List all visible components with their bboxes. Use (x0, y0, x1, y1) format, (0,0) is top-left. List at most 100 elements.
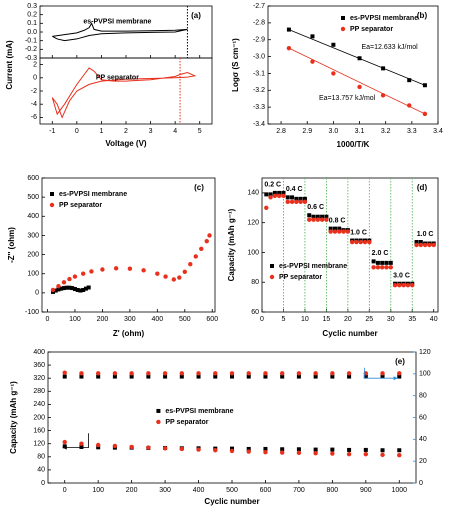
y-tick-label: -4 (31, 101, 37, 108)
marker (89, 269, 94, 274)
x-tick-label: 0 (75, 128, 79, 135)
marker (296, 374, 301, 379)
marker (418, 242, 424, 248)
y-tick-label: 60 (419, 414, 427, 421)
legend-marker (49, 202, 55, 208)
marker (163, 274, 168, 279)
y-tick-label: 240 (33, 401, 45, 408)
marker (246, 374, 251, 379)
x-tick-label: 3.4 (433, 128, 443, 135)
marker (313, 374, 318, 379)
marker (315, 214, 320, 219)
y-tick-label: 60 (251, 309, 259, 316)
marker (213, 374, 218, 379)
x-tick-label: 300 (124, 316, 136, 323)
marker (294, 196, 299, 201)
marker (349, 239, 355, 245)
marker (313, 447, 318, 452)
marker (279, 450, 285, 455)
marker (83, 286, 88, 291)
marker (268, 192, 273, 197)
x-tick-label: 40 (430, 316, 438, 323)
rate-label: 0.4 C (286, 186, 303, 193)
marker (62, 374, 67, 379)
rate-label: 1.0 C (350, 229, 367, 236)
x-tick-label: 3.3 (407, 128, 417, 135)
marker (375, 265, 381, 270)
x-tick-label: 1000 (391, 487, 407, 494)
rate-label: 0.2 C (264, 182, 281, 189)
marker (331, 71, 336, 76)
y-tick-label: -2 (31, 88, 37, 95)
x-tick-label: 5 (282, 316, 286, 323)
legend-marker (156, 408, 161, 413)
y-tick-label: -0.1 (25, 38, 37, 45)
y-tick-label: -3.0 (253, 53, 265, 60)
y-tick-label: 0 (419, 480, 423, 487)
marker (380, 93, 386, 98)
marker (397, 374, 402, 379)
y-tick-label: 80 (37, 454, 45, 461)
marker (179, 446, 185, 452)
marker (296, 447, 301, 452)
marker (263, 446, 268, 451)
marker (427, 242, 432, 248)
legend-label: PP separator (350, 26, 393, 33)
legend-label: PP separator (165, 419, 208, 426)
legend-label: es-PVPSI membrane (350, 15, 418, 22)
y-tick-label: -3.4 (253, 121, 265, 128)
marker (302, 199, 308, 205)
marker (431, 242, 436, 248)
y-tick-label: 100 (247, 249, 259, 256)
legend-marker (270, 264, 274, 268)
marker (289, 199, 295, 205)
marker (345, 229, 351, 234)
panel-label: (a) (191, 11, 201, 20)
marker (246, 371, 251, 376)
marker (171, 277, 177, 282)
marker (229, 371, 235, 376)
marker (79, 444, 84, 449)
rate-label: 1.0 C (417, 231, 434, 238)
x-tick-label: 0 (260, 316, 264, 323)
marker (307, 217, 312, 222)
y-tick-label: -2.9 (253, 37, 265, 44)
marker (328, 226, 333, 231)
x-tick-label: 10 (301, 316, 309, 323)
marker (332, 229, 338, 234)
marker (315, 217, 321, 222)
x-tick-label: 15 (322, 316, 330, 323)
marker (56, 287, 61, 292)
y-tick-label: 0 (41, 480, 45, 487)
x-tick-label: 2.9 (302, 128, 312, 135)
x-tick-label: 700 (293, 487, 305, 494)
marker (313, 371, 318, 376)
marker (371, 265, 376, 270)
marker (61, 280, 67, 285)
marker (358, 239, 363, 245)
y-tick-label: 200 (33, 414, 45, 421)
marker (354, 239, 359, 245)
marker (331, 42, 336, 47)
marker (279, 371, 285, 376)
x-tick-label: 3.1 (355, 128, 365, 135)
marker (162, 371, 168, 376)
marker (332, 226, 337, 231)
x-tick-label: 5 (198, 128, 202, 135)
y-tick-label: 120 (419, 349, 431, 356)
marker (64, 285, 69, 290)
marker (112, 374, 117, 379)
marker (129, 374, 134, 379)
marker (380, 448, 385, 453)
marker (246, 449, 251, 454)
y-tick-label: 100 (419, 371, 431, 378)
marker (347, 447, 352, 452)
marker (296, 450, 302, 456)
marker (263, 450, 268, 455)
marker (196, 371, 201, 376)
y-tick-label: 200 (27, 251, 39, 258)
series-label: es-PVPSI membrane (83, 18, 151, 25)
marker (384, 260, 389, 265)
marker (95, 371, 101, 376)
